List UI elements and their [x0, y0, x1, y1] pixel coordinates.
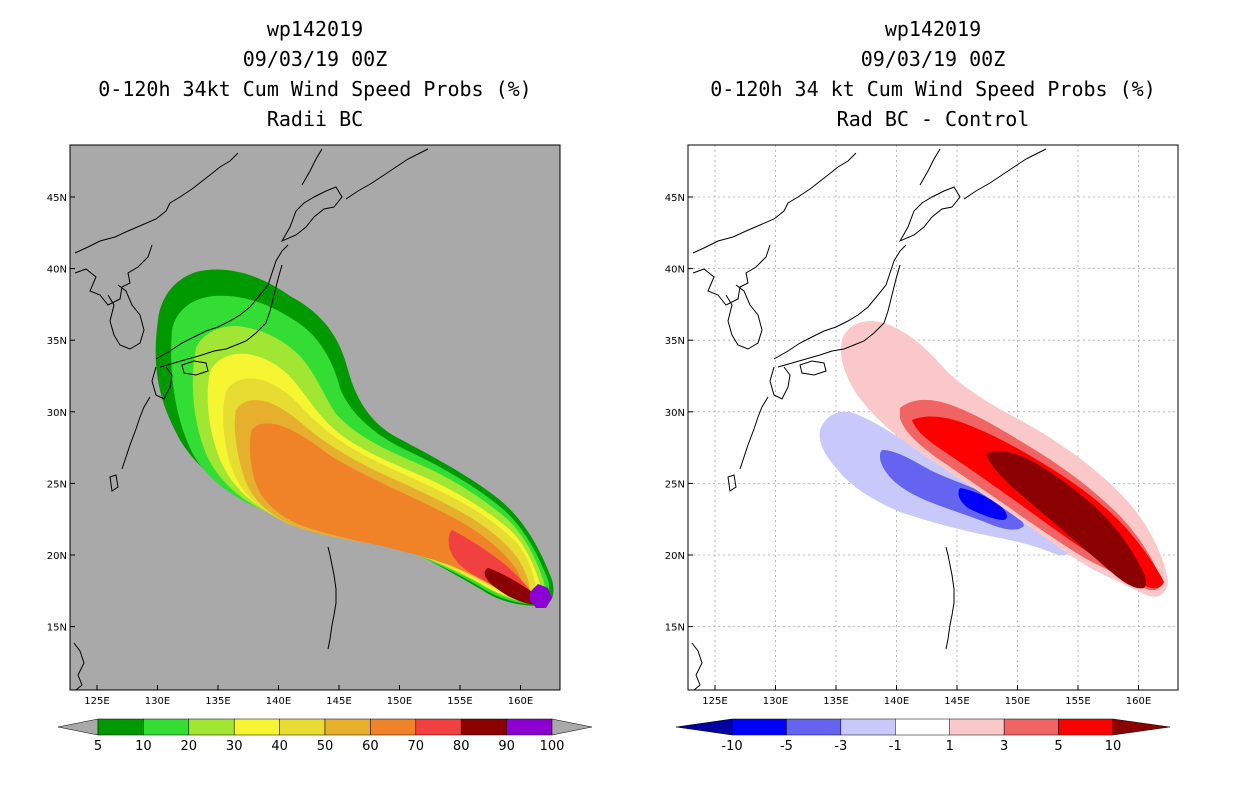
right-colorbar-swatch — [949, 718, 1005, 736]
left-colorbar-label: 20 — [181, 739, 198, 754]
lat-tick-label: 30N — [665, 408, 685, 419]
diff-contour-pos10 — [986, 451, 1147, 589]
right-colorbar-swatch — [731, 718, 787, 736]
left-colorbar-label: 80 — [453, 739, 470, 754]
lon-tick-label: 130E — [145, 696, 170, 707]
diff-contour-neg5 — [958, 488, 1007, 520]
left-colorbar-label: 10 — [135, 739, 152, 754]
lat-tick-label: 25N — [47, 479, 67, 490]
prob-contour-90 — [530, 584, 552, 608]
left-title-datetime: 09/03/19 00Z — [242, 47, 388, 71]
left-colorbar-label: 100 — [540, 739, 565, 754]
lon-tick-label: 160E — [1126, 696, 1151, 707]
lon-tick-label: 145E — [944, 696, 969, 707]
right-colorbar-swatch — [1058, 718, 1114, 736]
right-colorbar-label: -3 — [834, 739, 847, 754]
left-map-frame — [69, 144, 561, 691]
lon-tick-label: 150E — [1005, 696, 1030, 707]
right-colorbar-swatch — [840, 718, 896, 736]
lon-tick-label: 135E — [823, 696, 848, 707]
lat-tick-label: 40N — [665, 265, 685, 276]
left-axis-ticks: 45N 40N 35N 30N 25N 20N 15N 125E 130E 135E 140E 145… — [47, 193, 533, 707]
right-colorbar-swatch — [1003, 718, 1059, 736]
right-colorbar-low-arrow — [675, 718, 733, 736]
lat-tick-label: 30N — [47, 408, 67, 419]
lat-tick-label: 40N — [47, 265, 67, 276]
right-colorbar-high-arrow — [1112, 718, 1171, 736]
left-colorbar-label: 50 — [317, 739, 334, 754]
right-colorbar-label: -1 — [889, 739, 902, 754]
lat-tick-label: 35N — [47, 336, 67, 347]
lat-tick-label: 25N — [665, 479, 685, 490]
left-colorbar-label: 70 — [408, 739, 425, 754]
right-colorbar-label: -5 — [780, 739, 793, 754]
left-colorbar-label: 60 — [362, 739, 379, 754]
left-title-subtitle: Radii BC — [266, 107, 364, 131]
left-colorbar-label: 40 — [271, 739, 288, 754]
left-colorbar-label: 5 — [94, 739, 102, 754]
right-title-subtitle: Rad BC - Control — [836, 107, 1030, 131]
lon-tick-label: 155E — [447, 696, 472, 707]
lat-tick-label: 15N — [47, 623, 67, 634]
left-title: wp142019 09/03/19 00Z 0-120h 34kt Cum Wi… — [70, 14, 560, 134]
lon-tick-label: 125E — [84, 696, 109, 707]
right-colorbar-label: 1 — [946, 739, 954, 754]
right-colorbar-label: -10 — [721, 739, 742, 754]
right-colorbar-swatch — [786, 718, 842, 736]
lon-tick-label: 135E — [205, 696, 230, 707]
lon-tick-label: 160E — [508, 696, 533, 707]
left-colorbar-label: 30 — [226, 739, 243, 754]
right-title-datetime: 09/03/19 00Z — [860, 47, 1006, 71]
lat-tick-label: 45N — [665, 193, 685, 204]
prob-contour-80 — [484, 568, 541, 605]
right-title: wp142019 09/03/19 00Z 0-120h 34 kt Cum W… — [688, 14, 1178, 134]
right-colorbar-label: 3 — [1000, 739, 1008, 754]
right-gridlines — [688, 145, 1178, 690]
right-axis-ticks: 45N 40N 35N 30N 25N 20N 15N 125E 130E 135E 140E 145… — [665, 193, 1151, 707]
left-probability-field — [73, 148, 554, 690]
lon-tick-label: 140E — [884, 696, 909, 707]
lon-tick-label: 150E — [387, 696, 412, 707]
lat-tick-label: 35N — [665, 336, 685, 347]
left-colorbar-high-arrow — [551, 718, 593, 736]
right-difference-field — [819, 320, 1168, 597]
lat-tick-label: 20N — [47, 551, 67, 562]
lon-tick-label: 140E — [266, 696, 291, 707]
right-title-product: 0-120h 34 kt Cum Wind Speed Probs (%) — [710, 77, 1156, 101]
right-title-storm-id: wp142019 — [884, 17, 982, 41]
right-colorbar-label: 10 — [1105, 739, 1122, 754]
lat-tick-label: 20N — [665, 551, 685, 562]
lon-tick-label: 130E — [763, 696, 788, 707]
right-map-frame — [687, 144, 1179, 691]
right-colorbar-swatch — [895, 718, 950, 736]
lat-tick-label: 15N — [665, 623, 685, 634]
right-colorbar-label: 5 — [1054, 739, 1062, 754]
lon-tick-label: 155E — [1065, 696, 1090, 707]
lon-tick-label: 125E — [702, 696, 727, 707]
left-title-storm-id: wp142019 — [266, 17, 364, 41]
left-title-product: 0-120h 34kt Cum Wind Speed Probs (%) — [98, 77, 532, 101]
lat-tick-label: 45N — [47, 193, 67, 204]
left-colorbar-label: 90 — [498, 739, 515, 754]
lon-tick-label: 145E — [326, 696, 351, 707]
